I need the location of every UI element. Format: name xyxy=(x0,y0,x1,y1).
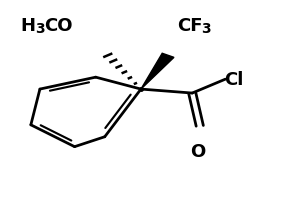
Text: O: O xyxy=(191,143,206,161)
Text: 3: 3 xyxy=(201,22,211,36)
Text: CF: CF xyxy=(177,17,203,35)
Polygon shape xyxy=(141,53,174,89)
Text: 3: 3 xyxy=(35,22,45,36)
Text: H: H xyxy=(20,17,35,35)
Text: CO: CO xyxy=(45,17,73,35)
Text: Cl: Cl xyxy=(224,71,243,89)
